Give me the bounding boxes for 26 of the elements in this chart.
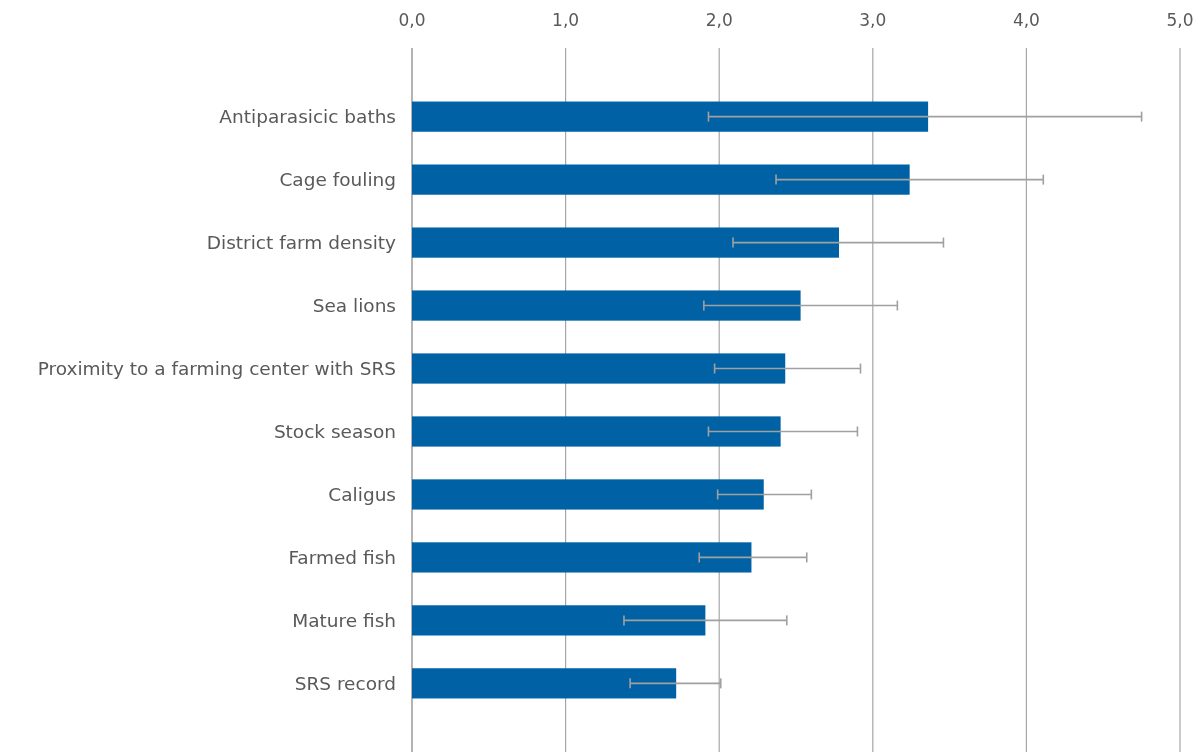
bar — [412, 290, 801, 321]
y-tick-label: Caligus — [328, 483, 396, 505]
y-tick-label: Farmed fish — [288, 546, 396, 568]
y-tick-label: Proximity to a farming center with SRS — [37, 357, 396, 379]
bar — [412, 605, 706, 636]
x-tick-label: 1,0 — [552, 10, 580, 30]
y-tick-label: Antiparasicic baths — [219, 106, 396, 128]
bar — [412, 353, 786, 384]
bar — [412, 542, 752, 573]
y-tick-label: SRS record — [294, 672, 396, 694]
x-tick-label: 3,0 — [859, 10, 887, 30]
bar — [412, 101, 929, 132]
y-tick-label: Stock season — [273, 420, 396, 442]
x-tick-label: 2,0 — [705, 10, 733, 30]
bar — [412, 416, 781, 447]
y-tick-label: Cage fouling — [279, 169, 396, 191]
bar — [412, 164, 910, 195]
y-tick-label: District farm density — [206, 232, 397, 254]
bar — [412, 668, 677, 699]
bar — [412, 227, 840, 258]
bar — [412, 479, 764, 510]
y-tick-label: Sea lions — [312, 295, 396, 317]
x-tick-label: 5,0 — [1166, 10, 1194, 30]
y-tick-label: Mature fish — [292, 609, 396, 631]
x-tick-label: 0,0 — [398, 10, 426, 30]
x-tick-label: 4,0 — [1012, 10, 1040, 30]
